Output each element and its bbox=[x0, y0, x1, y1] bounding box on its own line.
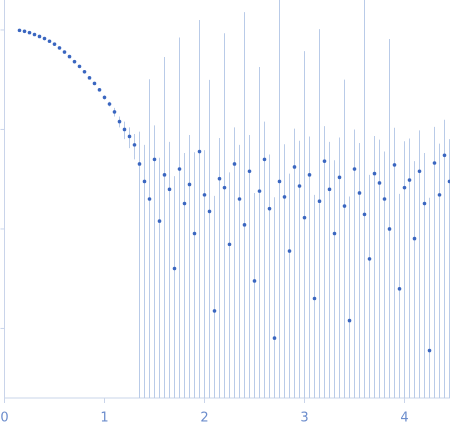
data-point bbox=[397, 287, 402, 291]
data-point bbox=[162, 173, 167, 177]
data-point bbox=[87, 76, 92, 80]
data-point bbox=[372, 171, 377, 176]
data-point bbox=[322, 159, 327, 163]
data-point bbox=[177, 167, 182, 171]
data-point bbox=[137, 162, 142, 166]
data-point bbox=[232, 162, 237, 166]
x-tick-label: 4 bbox=[400, 411, 408, 426]
x-tick-label: 1 bbox=[100, 411, 108, 426]
data-point bbox=[392, 163, 397, 167]
data-point bbox=[207, 209, 212, 214]
data-point bbox=[157, 219, 162, 223]
data-point bbox=[312, 296, 317, 301]
data-point bbox=[267, 206, 272, 211]
data-point bbox=[102, 95, 107, 100]
data-point bbox=[282, 195, 287, 199]
data-point bbox=[167, 187, 172, 192]
data-point bbox=[382, 197, 387, 201]
data-point bbox=[317, 199, 322, 204]
data-point bbox=[227, 242, 232, 247]
data-point bbox=[202, 193, 207, 197]
data-point bbox=[307, 173, 312, 177]
data-point bbox=[37, 34, 42, 39]
data-point bbox=[172, 266, 177, 271]
data-point bbox=[422, 201, 427, 206]
data-point bbox=[217, 176, 222, 181]
data-point bbox=[187, 182, 192, 187]
data-point bbox=[112, 110, 117, 114]
data-point bbox=[62, 50, 67, 54]
data-point bbox=[117, 119, 122, 124]
data-point bbox=[67, 54, 72, 59]
data-point bbox=[437, 193, 442, 197]
data-point bbox=[447, 179, 450, 184]
data-point bbox=[247, 169, 252, 174]
data-point bbox=[222, 185, 227, 190]
data-point bbox=[197, 149, 202, 154]
data-point bbox=[357, 191, 362, 195]
data-point bbox=[297, 184, 302, 188]
data-point bbox=[237, 197, 242, 201]
data-point bbox=[182, 201, 187, 206]
data-point bbox=[347, 318, 352, 323]
data-point bbox=[147, 197, 152, 201]
data-point bbox=[377, 181, 382, 185]
data-point bbox=[402, 185, 407, 190]
data-point bbox=[412, 236, 417, 241]
data-point bbox=[212, 309, 217, 313]
data-point bbox=[252, 279, 257, 283]
data-point bbox=[277, 179, 282, 184]
data-point bbox=[192, 231, 197, 236]
data-point bbox=[352, 167, 357, 171]
data-point bbox=[107, 102, 112, 106]
data-point bbox=[122, 127, 127, 132]
data-point bbox=[142, 179, 147, 184]
data-point bbox=[272, 336, 277, 340]
data-point bbox=[432, 161, 437, 165]
data-point bbox=[52, 42, 57, 46]
data-point bbox=[407, 178, 412, 182]
data-point bbox=[417, 169, 422, 174]
data-point bbox=[72, 59, 77, 64]
data-point bbox=[82, 69, 87, 74]
data-point bbox=[327, 187, 332, 192]
data-point bbox=[292, 165, 297, 169]
data-point bbox=[132, 143, 137, 147]
data-point bbox=[242, 223, 247, 227]
data-point bbox=[97, 88, 102, 92]
data-point bbox=[42, 36, 47, 41]
data-point bbox=[47, 39, 52, 44]
data-point bbox=[362, 212, 367, 217]
data-point bbox=[17, 28, 22, 33]
data-point bbox=[262, 157, 267, 162]
x-tick-label: 2 bbox=[200, 411, 208, 426]
data-point bbox=[442, 153, 447, 158]
data-point bbox=[57, 46, 62, 50]
data-point bbox=[427, 348, 432, 353]
data-point bbox=[257, 189, 262, 193]
data-point bbox=[27, 30, 32, 35]
data-point bbox=[77, 64, 82, 69]
data-point bbox=[332, 231, 337, 236]
data-point bbox=[287, 249, 292, 253]
data-point bbox=[342, 204, 347, 208]
x-tick-label: 0 bbox=[0, 411, 8, 426]
data-point bbox=[127, 134, 132, 139]
data-point bbox=[367, 257, 372, 261]
data-point bbox=[22, 29, 27, 34]
data-point bbox=[302, 215, 307, 220]
data-point bbox=[152, 157, 157, 162]
data-point bbox=[32, 32, 37, 37]
data-point bbox=[92, 81, 97, 86]
x-tick-label: 3 bbox=[300, 411, 308, 426]
data-point bbox=[387, 227, 392, 231]
data-point bbox=[337, 175, 342, 180]
